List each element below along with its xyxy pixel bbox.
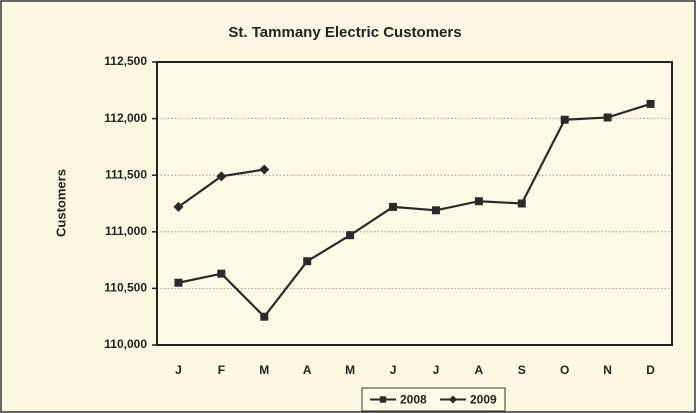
marker xyxy=(259,164,270,175)
marker xyxy=(517,199,526,208)
y-tick-label: 110,500 xyxy=(104,281,147,295)
marker xyxy=(603,113,612,122)
marker xyxy=(389,202,398,211)
y-tick-label: 111,000 xyxy=(105,224,147,238)
marker xyxy=(449,395,457,404)
x-tick-label: A xyxy=(475,363,484,377)
marker xyxy=(173,201,184,212)
marker xyxy=(646,99,655,108)
marker xyxy=(174,278,183,287)
x-tick-label: N xyxy=(603,363,612,377)
x-tick-label: D xyxy=(646,363,655,377)
chart-title: St. Tammany Electric Customers xyxy=(228,24,461,41)
plot-area xyxy=(157,62,672,345)
series-line xyxy=(178,102,651,319)
marker xyxy=(379,396,387,403)
legend-box xyxy=(361,387,506,412)
marker xyxy=(303,257,312,266)
marker xyxy=(560,115,569,124)
legend-label: 2009 xyxy=(470,393,497,407)
marker xyxy=(346,231,355,240)
y-tick-label: 110,000 xyxy=(104,337,147,351)
y-tick-label: 112,500 xyxy=(104,54,147,68)
x-tick-label: J xyxy=(390,363,397,377)
marker xyxy=(431,206,440,215)
y-tick-label: 111,500 xyxy=(105,167,147,181)
marker xyxy=(260,312,269,321)
x-tick-label: S xyxy=(518,363,526,377)
x-tick-label: A xyxy=(303,363,312,377)
y-tick-label: 112,000 xyxy=(104,111,147,125)
plot-border xyxy=(156,61,673,346)
marker xyxy=(474,197,483,206)
x-tick-label: F xyxy=(218,363,225,377)
x-tick-label: J xyxy=(433,363,440,377)
marker xyxy=(217,269,226,278)
legend-label: 2008 xyxy=(400,393,427,407)
x-tick-label: M xyxy=(259,363,269,377)
marker xyxy=(216,171,227,182)
x-tick-label: M xyxy=(345,363,355,377)
y-axis-label: Customers xyxy=(53,169,68,237)
x-tick-label: O xyxy=(560,363,569,377)
x-tick-label: J xyxy=(175,363,182,377)
